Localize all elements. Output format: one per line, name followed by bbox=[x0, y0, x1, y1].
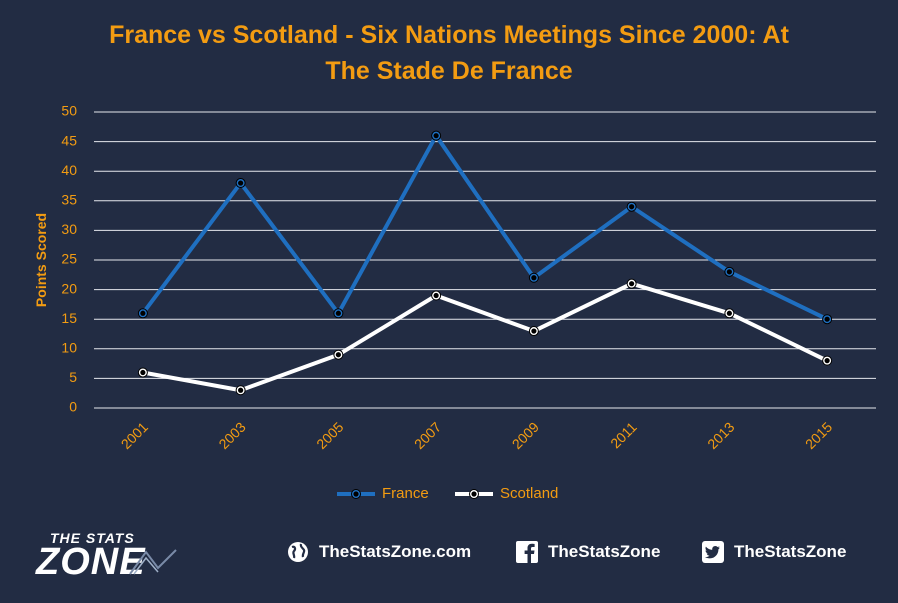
chart-title-line1: France vs Scotland - Six Nations Meeting… bbox=[109, 21, 790, 49]
y-tick-label: 5 bbox=[69, 369, 77, 385]
gridlines bbox=[94, 111, 876, 409]
legend-marker-core-france bbox=[353, 491, 359, 497]
y-tick-label: 15 bbox=[61, 310, 77, 326]
twitter-link[interactable]: TheStatsZone bbox=[702, 541, 846, 563]
x-tick-label: 2001 bbox=[118, 419, 151, 452]
twitter-text: TheStatsZone bbox=[734, 542, 847, 561]
y-tick-label: 30 bbox=[61, 221, 77, 237]
x-tick-labels: 2001 2003 2005 2007 2009 2011 2013 2015 bbox=[118, 419, 836, 452]
y-axis-label: Points Scored bbox=[33, 213, 49, 307]
y-tick-label: 0 bbox=[69, 399, 77, 415]
series-lines bbox=[137, 130, 833, 396]
y-tick-label: 45 bbox=[61, 132, 77, 148]
data-point-core-scotland bbox=[824, 358, 830, 364]
data-point-core-france bbox=[824, 316, 830, 322]
x-tick-label: 2003 bbox=[215, 419, 248, 452]
data-point-core-scotland bbox=[629, 281, 635, 287]
twitter-icon bbox=[702, 541, 724, 563]
data-point-core-france bbox=[140, 310, 146, 316]
facebook-icon bbox=[516, 541, 538, 563]
legend: France Scotland bbox=[337, 485, 558, 502]
series-line-france bbox=[141, 133, 828, 321]
website-link[interactable]: TheStatsZone.com bbox=[287, 541, 471, 563]
facebook-text: TheStatsZone bbox=[548, 542, 661, 561]
y-tick-label: 35 bbox=[61, 192, 77, 208]
data-point-core-france bbox=[433, 133, 439, 139]
x-tick-label: 2005 bbox=[313, 419, 346, 452]
logo-main-text: ZONE bbox=[36, 541, 146, 583]
globe-icon bbox=[288, 542, 308, 562]
legend-label-scotland: Scotland bbox=[500, 485, 558, 502]
chart-title-line2: The Stade De France bbox=[325, 57, 572, 85]
data-point-core-france bbox=[238, 180, 244, 186]
y-tick-labels: 0 5 10 15 20 25 30 35 40 45 50 bbox=[61, 103, 77, 415]
facebook-link[interactable]: TheStatsZone bbox=[516, 541, 660, 563]
series-line-scotland bbox=[142, 281, 828, 393]
website-text: TheStatsZone.com bbox=[319, 542, 472, 561]
data-point-core-scotland bbox=[335, 352, 341, 358]
data-point-core-scotland bbox=[726, 310, 732, 316]
data-point-core-scotland bbox=[238, 387, 244, 393]
stats-zone-logo: THE STATS ZONE bbox=[36, 528, 206, 583]
data-point-core-scotland bbox=[433, 292, 439, 299]
x-tick-label: 2007 bbox=[411, 419, 444, 452]
y-tick-label: 25 bbox=[61, 251, 77, 267]
logo-swoosh-icon bbox=[129, 549, 177, 575]
y-tick-label: 40 bbox=[61, 162, 77, 178]
y-tick-label: 20 bbox=[61, 280, 77, 296]
data-point-core-france bbox=[629, 204, 635, 210]
data-point-core-scotland bbox=[140, 369, 146, 376]
data-point-core-scotland bbox=[531, 328, 537, 334]
y-tick-label: 10 bbox=[61, 340, 77, 356]
x-tick-label: 2015 bbox=[802, 419, 835, 452]
data-point-core-france bbox=[335, 310, 341, 316]
data-point-core-france bbox=[531, 275, 537, 281]
x-tick-label: 2011 bbox=[607, 419, 640, 452]
data-point-core-france bbox=[726, 269, 732, 275]
x-tick-label: 2009 bbox=[509, 419, 542, 452]
y-tick-label: 50 bbox=[61, 103, 77, 119]
x-tick-label: 2013 bbox=[704, 419, 737, 452]
logo-top-text: THE STATS bbox=[50, 530, 135, 546]
legend-label-france: France bbox=[382, 485, 429, 502]
legend-marker-core-scotland bbox=[471, 491, 477, 497]
